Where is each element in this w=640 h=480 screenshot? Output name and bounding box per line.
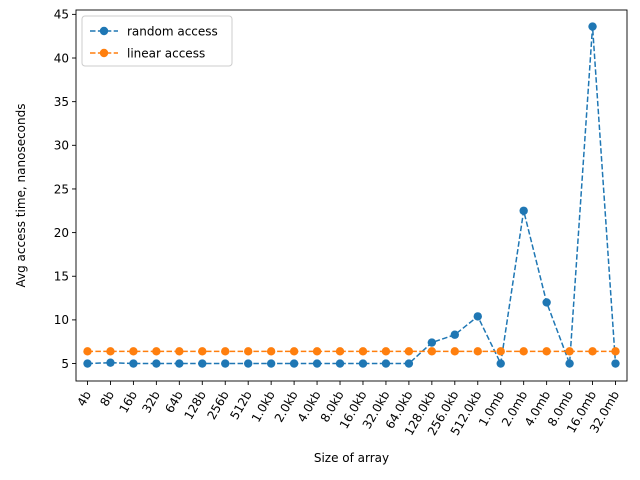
- legend-label: random access: [127, 24, 218, 38]
- data-point: [335, 347, 345, 356]
- legend-item-1: linear access: [90, 46, 205, 60]
- y-tick-label: 20: [54, 226, 69, 240]
- data-point: [221, 359, 230, 368]
- data-point: [266, 359, 276, 368]
- legend: random access linear access: [81, 15, 233, 67]
- data-point: [243, 347, 253, 356]
- data-point: [404, 359, 414, 368]
- data-point: [243, 359, 253, 368]
- y-tick-label: 35: [54, 95, 69, 109]
- legend-marker: [99, 26, 109, 36]
- y-axis-label: Avg access time, nanoseconds: [14, 104, 28, 288]
- x-tick-label: 8b: [97, 389, 117, 409]
- data-point: [358, 359, 368, 368]
- x-axis-ticks: 4b 8b 16b 32b 64b128b256b512b1.0kb2.0kb4.0kb…: [74, 381, 622, 438]
- x-tick-label: 64b: [162, 389, 186, 416]
- x-tick-label: 32b: [139, 389, 163, 416]
- y-tick-label: 10: [54, 313, 69, 327]
- data-point: [289, 347, 299, 356]
- data-point: [381, 359, 391, 368]
- legend-box: [81, 15, 233, 67]
- data-point: [221, 347, 230, 356]
- data-point: [129, 359, 138, 368]
- data-point: [83, 359, 92, 368]
- series-1: [83, 347, 620, 356]
- series-layer: [83, 22, 620, 368]
- series-0: [83, 22, 620, 368]
- x-tick-label: 4b: [74, 389, 94, 409]
- data-point: [152, 359, 161, 368]
- plot-area: [76, 10, 627, 381]
- plot-background: [76, 10, 627, 381]
- data-point: [335, 359, 345, 368]
- data-point: [565, 347, 574, 356]
- data-point: [519, 347, 528, 356]
- data-point: [312, 359, 322, 368]
- x-axis-label: Size of array: [314, 451, 389, 465]
- data-point: [588, 22, 597, 31]
- y-tick-label: 25: [54, 182, 69, 196]
- data-point: [611, 359, 620, 368]
- data-point: [519, 206, 528, 215]
- legend-marker: [99, 48, 109, 58]
- data-point: [266, 347, 276, 356]
- data-point: [129, 347, 138, 356]
- data-point: [542, 298, 551, 307]
- data-point: [473, 347, 482, 356]
- data-point: [450, 330, 460, 339]
- data-point: [450, 347, 460, 356]
- data-point: [404, 347, 414, 356]
- data-point: [106, 358, 115, 367]
- x-tick-label: 256b: [204, 389, 231, 422]
- data-point: [198, 347, 207, 356]
- data-point: [152, 347, 161, 356]
- y-tick-label: 30: [54, 139, 69, 153]
- data-point: [427, 347, 437, 356]
- y-tick-label: 15: [54, 270, 69, 284]
- data-point: [106, 347, 115, 356]
- y-axis-ticks: 5 10 15 20 25 30 35 40 45: [54, 8, 76, 371]
- x-tick-label: 128b: [181, 389, 208, 422]
- data-point: [496, 347, 505, 356]
- data-point: [83, 347, 92, 356]
- legend-item-0: random access: [90, 24, 218, 38]
- x-tick-label: 16b: [116, 389, 140, 416]
- data-point: [565, 359, 574, 368]
- data-point: [542, 347, 551, 356]
- data-point: [198, 359, 207, 368]
- axes-spines: [75, 9, 628, 382]
- axes-frame: [75, 9, 628, 382]
- data-point: [496, 359, 505, 368]
- data-point: [312, 347, 322, 356]
- data-point: [473, 312, 482, 321]
- data-point: [175, 347, 184, 356]
- y-tick-label: 40: [54, 51, 69, 65]
- data-point: [289, 359, 299, 368]
- data-point: [358, 347, 368, 356]
- data-point: [427, 338, 437, 347]
- data-point: [588, 347, 597, 356]
- data-point: [611, 347, 620, 356]
- y-tick-label: 45: [54, 8, 69, 22]
- data-point: [381, 347, 391, 356]
- y-tick-label: 5: [61, 357, 69, 371]
- data-point: [175, 359, 184, 368]
- legend-label: linear access: [127, 46, 205, 60]
